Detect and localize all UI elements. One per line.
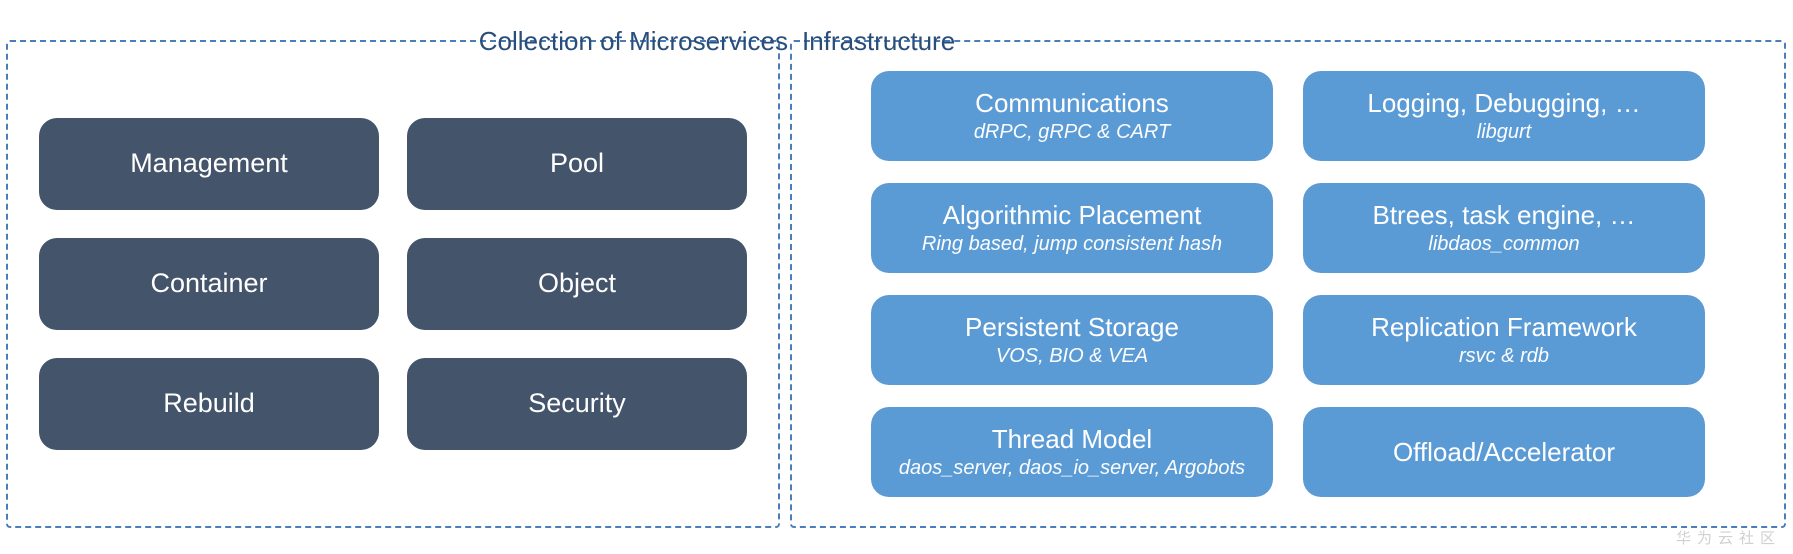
infrastructure-box-sub: VOS, BIO & VEA [996, 344, 1148, 369]
infrastructure-panel: Infrastructure CommunicationsdRPC, gRPC … [790, 40, 1786, 528]
microservices-box-title: Rebuild [163, 387, 255, 421]
watermark-text: 华为云社区 [1676, 527, 1781, 548]
microservices-box-title: Management [130, 147, 288, 181]
microservices-box-title: Pool [550, 147, 604, 181]
microservices-box: Object [407, 238, 747, 330]
microservices-box: Management [39, 118, 379, 210]
infrastructure-box-sub: rsvc & rdb [1459, 344, 1549, 369]
infrastructure-box-title: Replication Framework [1371, 311, 1637, 344]
infrastructure-box-sub: libdaos_common [1428, 232, 1579, 257]
microservices-panel-title: Collection of Microservices [479, 26, 788, 57]
infrastructure-box-title: Algorithmic Placement [943, 199, 1202, 232]
microservices-box: Container [39, 238, 379, 330]
microservices-box: Pool [407, 118, 747, 210]
microservices-box-title: Object [538, 267, 616, 301]
infrastructure-box: Persistent StorageVOS, BIO & VEA [871, 295, 1273, 385]
infrastructure-box-sub: Ring based, jump consistent hash [922, 232, 1222, 257]
microservices-box-title: Security [528, 387, 626, 421]
infrastructure-box-sub: daos_server, daos_io_server, Argobots [899, 456, 1245, 481]
infrastructure-box: Replication Frameworkrsvc & rdb [1303, 295, 1705, 385]
infrastructure-box: Algorithmic PlacementRing based, jump co… [871, 183, 1273, 273]
infrastructure-box-title: Thread Model [992, 423, 1152, 456]
microservices-box: Security [407, 358, 747, 450]
infrastructure-box-title: Persistent Storage [965, 311, 1179, 344]
infrastructure-box-sub: dRPC, gRPC & CART [974, 120, 1170, 145]
microservices-box: Rebuild [39, 358, 379, 450]
infrastructure-box-sub: libgurt [1477, 120, 1531, 145]
infrastructure-box: Logging, Debugging, …libgurt [1303, 71, 1705, 161]
infrastructure-box-title: Offload/Accelerator [1393, 436, 1615, 469]
infrastructure-box-title: Communications [975, 87, 1169, 120]
infrastructure-box-title: Logging, Debugging, … [1367, 87, 1640, 120]
infrastructure-box: Thread Modeldaos_server, daos_io_server,… [871, 407, 1273, 497]
microservices-panel: Collection of Microservices ManagementPo… [6, 40, 780, 528]
infrastructure-grid: CommunicationsdRPC, gRPC & CART Logging, … [792, 42, 1784, 526]
infrastructure-box-title: Btrees, task engine, … [1372, 199, 1635, 232]
infrastructure-panel-title: Infrastructure [802, 26, 955, 57]
infrastructure-box: Offload/Accelerator [1303, 407, 1705, 497]
infrastructure-box: CommunicationsdRPC, gRPC & CART [871, 71, 1273, 161]
microservices-grid: Management Pool Container Object Rebuild Secu… [8, 42, 778, 526]
infrastructure-box: Btrees, task engine, …libdaos_common [1303, 183, 1705, 273]
microservices-box-title: Container [150, 267, 267, 301]
